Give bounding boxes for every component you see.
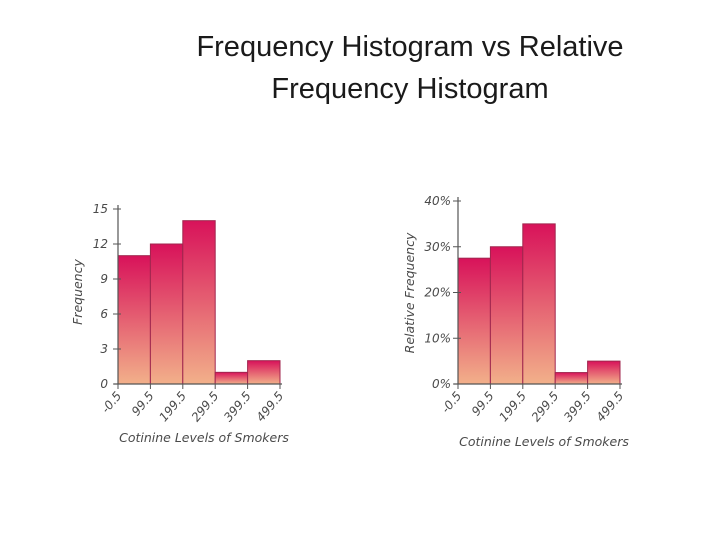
slide-title-line-2: Frequency Histogram <box>271 73 549 105</box>
x-tick-label: 499.5 <box>253 389 286 424</box>
x-tick-label: 299.5 <box>529 389 562 424</box>
x-tick-label: 399.5 <box>561 389 594 424</box>
x-tick-label: 199.5 <box>496 389 529 424</box>
bar-3 <box>182 220 216 385</box>
slide-title: Frequency Histogram vs Relative Frequenc… <box>150 26 670 110</box>
x-axis-title: Cotinine Levels of Smokers <box>459 434 629 449</box>
x-tick-label: -0.5 <box>439 389 465 416</box>
y-tick-label: 0% <box>432 377 451 391</box>
y-tick-label: 6 <box>100 307 108 321</box>
y-tick-label: 10% <box>424 331 451 345</box>
bar-4 <box>554 372 589 385</box>
y-tick-label: 40% <box>424 194 451 208</box>
y-tick-label: 9 <box>100 272 108 286</box>
x-tick-label: 99.5 <box>129 389 157 418</box>
bar-1 <box>457 257 491 385</box>
slide-title-line-1: Frequency Histogram vs Relative <box>196 31 624 63</box>
bar-5 <box>587 360 621 385</box>
x-tick-label: 99.5 <box>469 389 497 418</box>
x-tick-label: 499.5 <box>593 389 626 424</box>
bar-2 <box>149 243 184 385</box>
y-tick-label: 15 <box>93 202 108 216</box>
bar-1 <box>117 255 151 385</box>
bar-3 <box>522 223 556 385</box>
x-axis-title: Cotinine Levels of Smokers <box>119 430 289 445</box>
y-tick-label: 0 <box>100 377 108 391</box>
y-axis-title: Frequency <box>70 259 85 325</box>
relative-frequency-histogram: 0% 10% 20% 30% 40% -0.5 99.5 199.5 299.5 399.5 499… <box>402 194 629 449</box>
x-tick-label: 199.5 <box>156 389 189 424</box>
y-tick-label: 30% <box>424 240 451 254</box>
bar-5 <box>247 360 281 385</box>
y-tick-label: 3 <box>100 342 108 356</box>
x-tick-label: 399.5 <box>221 389 254 424</box>
y-tick-label: 20% <box>424 286 451 300</box>
bar-4 <box>214 371 249 385</box>
x-tick-label: 299.5 <box>189 389 222 424</box>
frequency-histogram: 0 3 6 9 12 15 -0.5 99.5 199.5 299.5 399.5 499.5 Freq… <box>70 202 289 445</box>
y-tick-label: 12 <box>93 237 108 251</box>
bar-2 <box>489 246 524 385</box>
x-tick-label: -0.5 <box>99 389 125 416</box>
y-axis-title: Relative Frequency <box>402 232 417 353</box>
